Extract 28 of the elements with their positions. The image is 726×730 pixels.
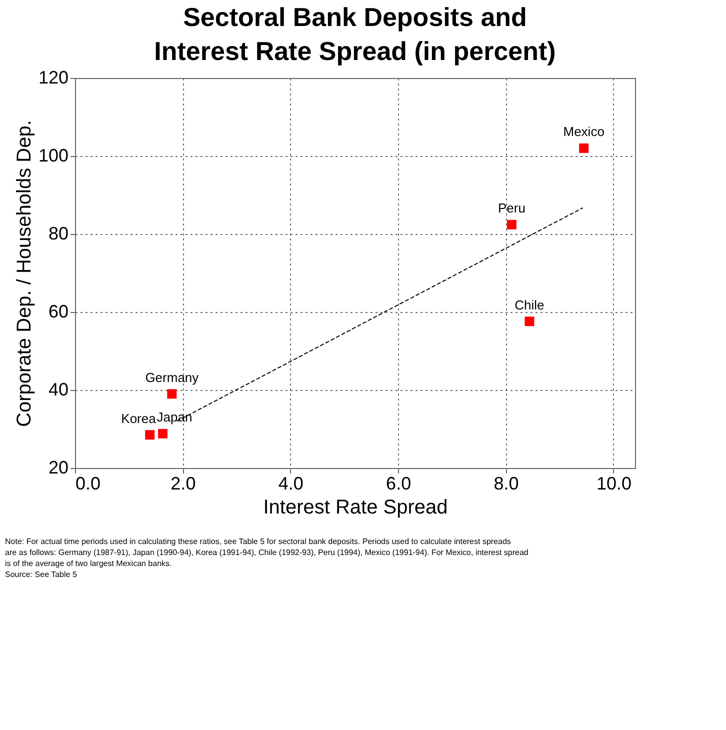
annotation: Germany [145, 370, 200, 385]
chart-title: Sectoral Bank Deposits and Interest Rate Spread (in percent) [154, 2, 556, 66]
source-note: Source: See Table 5 [5, 570, 78, 579]
point [506, 220, 516, 230]
annotation: Korea [121, 410, 157, 426]
point [167, 389, 177, 399]
annotation: Chile [514, 297, 544, 312]
y-tick-label: 120 [38, 68, 68, 88]
x-tick-label: 8.0 [494, 474, 519, 494]
y-tick-label: 20 [48, 458, 68, 478]
x-tick-label: 2.0 [170, 474, 196, 494]
x-tick-label: 0.0 [76, 474, 101, 494]
text: Note: For actual time periods used in calculating these ratios, see Table 5 for sectoral bank deposits. Periods used to calculate interest spreads are as follows: Germany (1987-91), Japan (1990-94), Korea (1991-94), Chile (1992-93), Peru (1994), Mexico (1991-94). For Mexico, interest spread is of the average of two largest Mexican banks. [5, 537, 528, 568]
point [145, 430, 155, 440]
y-tick-label: 60 [48, 302, 68, 322]
point [158, 428, 168, 438]
y-tick-label: 40 [48, 380, 68, 400]
point [579, 143, 589, 153]
x-axis-title: Interest Rate Spread [263, 496, 448, 518]
y-axis-title: Corporate Dep. / Households Dep. [13, 120, 36, 427]
x-tick-label: 4.0 [278, 474, 304, 494]
annotation: Mexico [563, 124, 604, 140]
x-tick-label: 10.0 [596, 474, 632, 494]
annotation: Peru [498, 200, 526, 216]
point [524, 316, 534, 326]
y-tick-label: 100 [38, 146, 68, 166]
y-tick-label: 80 [48, 224, 68, 244]
x-tick-label: 6.0 [386, 474, 412, 494]
